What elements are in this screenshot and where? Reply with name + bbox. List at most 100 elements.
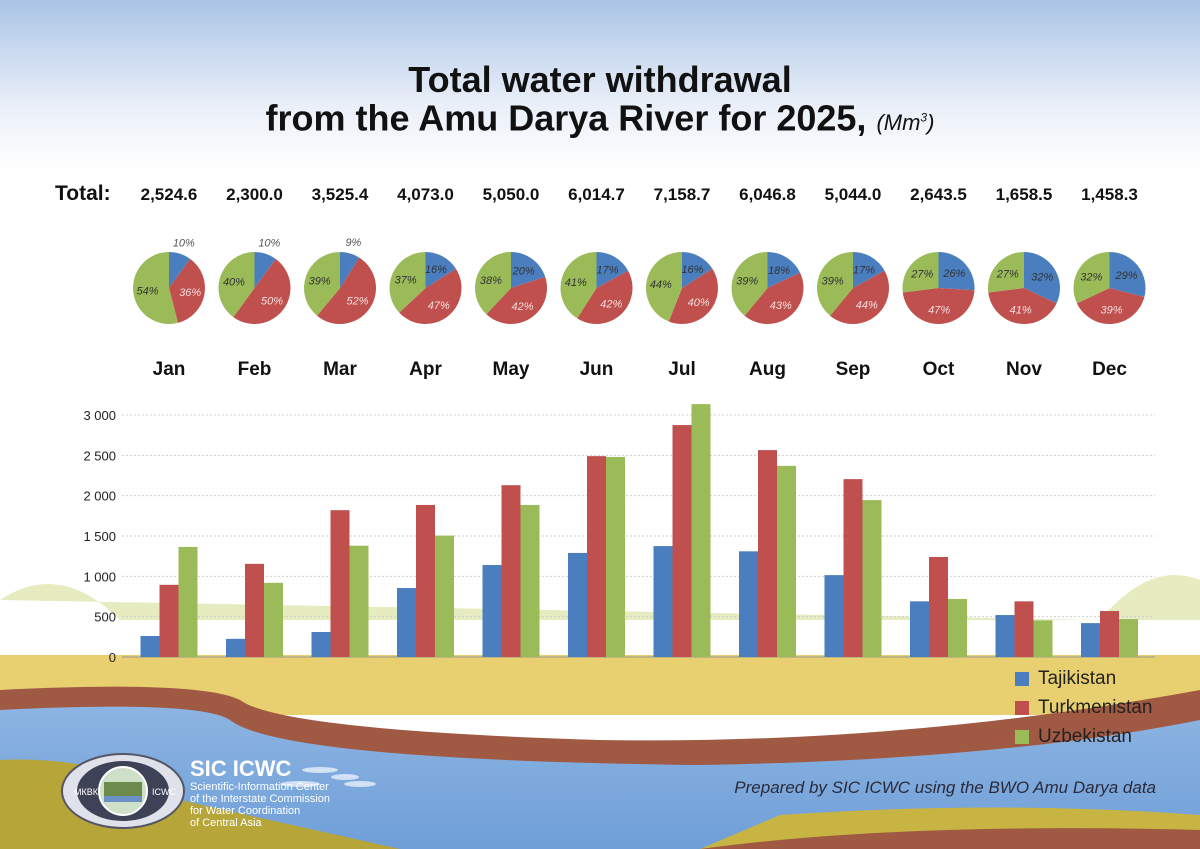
bar-tajikistan-jul: [653, 546, 673, 657]
legend: Tajikistan Turkmenistan Uzbekistan: [1015, 664, 1152, 751]
pie-label: 32%: [1031, 271, 1053, 283]
month-label: Feb: [238, 359, 272, 380]
pie-slice-turkmenistan: [1076, 288, 1145, 324]
pie-label: 43%: [770, 300, 792, 312]
bar-tajikistan-apr: [397, 588, 416, 657]
bar-turkmenistan-mar: [330, 510, 350, 657]
pie-slice-uzbekistan: [475, 252, 511, 315]
bar-uzbekistan-nov: [1033, 620, 1053, 657]
pie-slice-tajikistan: [254, 252, 276, 288]
bar-turkmenistan-aug: [758, 450, 777, 657]
total-label: Total:: [55, 182, 111, 205]
y-tick-label: 0: [109, 650, 116, 665]
bar-turkmenistan-jul: [672, 425, 692, 657]
pie-slice-tajikistan: [1109, 252, 1146, 297]
pie-label: 20%: [512, 266, 535, 278]
bar-turkmenistan-may: [501, 485, 521, 657]
bar-uzbekistan-aug: [777, 465, 796, 657]
legend-item-turkmenistan: Turkmenistan: [1015, 693, 1152, 722]
pie-label: 42%: [600, 299, 622, 311]
pie-slice-tajikistan: [425, 252, 456, 288]
legend-swatch: [1015, 700, 1029, 715]
y-tick-label: 1 000: [83, 569, 116, 584]
unit-label: (Mm3): [876, 110, 934, 135]
pie-label: 52%: [346, 296, 368, 308]
emblem-text-left: МКВК: [74, 787, 99, 797]
pie-label: 10%: [173, 237, 195, 249]
bar-uzbekistan-mar: [349, 545, 369, 657]
bar-uzbekistan-sep: [862, 500, 882, 657]
pie-label: 47%: [928, 305, 950, 317]
bar-uzbekistan-may: [520, 504, 540, 657]
bar-tajikistan-dec: [1081, 623, 1100, 657]
logo-name: SIC ICWC: [190, 756, 292, 781]
pie-slice-turkmenistan: [169, 258, 205, 323]
bar-turkmenistan-dec: [1100, 611, 1119, 657]
pie-label: 50%: [261, 296, 283, 308]
pie-slice-uzbekistan: [817, 252, 853, 316]
pie-slice-uzbekistan: [560, 252, 597, 319]
pie-label: 32%: [1080, 271, 1102, 283]
total-value: 6,014.7: [568, 185, 625, 204]
unit-sup: 3: [920, 111, 928, 125]
month-label: Jul: [668, 359, 695, 380]
month-label: May: [493, 359, 530, 380]
total-value: 5,044.0: [825, 185, 882, 204]
pie-slice-uzbekistan: [304, 252, 340, 316]
pie-slice-tajikistan: [596, 252, 629, 288]
bar-tajikistan-may: [482, 565, 502, 657]
bar-turkmenistan-sep: [843, 479, 863, 657]
pie-slice-tajikistan: [1024, 252, 1060, 304]
total-value: 2,524.6: [141, 185, 198, 204]
month-label: Aug: [749, 359, 786, 380]
bar-tajikistan-jun: [568, 552, 587, 657]
pie-slice-turkmenistan: [830, 270, 889, 324]
bar-tajikistan-sep: [824, 575, 844, 657]
pie-label: 41%: [1010, 304, 1032, 316]
legend-label: Tajikistan: [1038, 667, 1117, 689]
bar-uzbekistan-feb: [264, 582, 283, 657]
credit-text: Prepared by SIC ICWC using the BWO Amu D…: [734, 778, 1156, 797]
pie-slice-turkmenistan: [399, 268, 462, 324]
logo-sub-line: for Water Coordination: [190, 805, 301, 817]
legend-item-uzbekistan: Uzbekistan: [1015, 722, 1152, 751]
pie-label: 47%: [428, 300, 450, 312]
pie-label: 37%: [395, 274, 417, 286]
pie-label: 38%: [480, 275, 502, 287]
bar-tajikistan-aug: [739, 551, 758, 657]
bar-uzbekistan-jul: [691, 404, 711, 657]
unit-text: (Mm: [876, 110, 921, 136]
total-value: 4,073.0: [397, 185, 454, 204]
month-label: Nov: [1006, 359, 1042, 380]
title-text: from the Amu Darya River for 2025,: [265, 97, 867, 139]
logo-text: SIC ICWC Scientific-Information Center o…: [190, 756, 330, 830]
bar-turkmenistan-jan: [159, 584, 179, 657]
bar-uzbekistan-apr: [435, 535, 454, 657]
y-tick-label: 3 000: [83, 408, 116, 423]
pie-label: 40%: [223, 276, 245, 288]
pie-slice-uzbekistan: [1073, 252, 1110, 304]
logo-sub-line: of Central Asia: [190, 817, 262, 829]
pie-slice-turkmenistan: [668, 268, 718, 324]
pie-slice-uzbekistan: [389, 252, 426, 313]
pie-label: 17%: [596, 264, 618, 276]
total-value: 1,458.3: [1081, 185, 1138, 204]
legend-swatch: [1015, 671, 1029, 686]
logo-sub-line: Scientific-Information Center: [190, 781, 329, 793]
unit-close: ): [927, 110, 935, 136]
pie-label: 41%: [565, 277, 587, 289]
pie-slice-tajikistan: [767, 252, 801, 288]
pie-label: 16%: [425, 264, 447, 276]
bar-tajikistan-mar: [311, 631, 331, 657]
pie-label: 44%: [650, 279, 672, 291]
pie-label: 16%: [681, 264, 703, 276]
pie-slice-turkmenistan: [988, 288, 1057, 324]
y-tick-label: 500: [94, 610, 116, 625]
pie-label: 18%: [768, 265, 790, 277]
legend-item-tajikistan: Tajikistan: [1015, 664, 1152, 693]
emblem-text-right: ICWC: [152, 787, 176, 797]
pie-slice-uzbekistan: [218, 252, 255, 318]
title-line-1: Total water withdrawal: [408, 59, 792, 100]
pie-slice-tajikistan: [682, 252, 713, 288]
month-label: Oct: [923, 359, 955, 380]
